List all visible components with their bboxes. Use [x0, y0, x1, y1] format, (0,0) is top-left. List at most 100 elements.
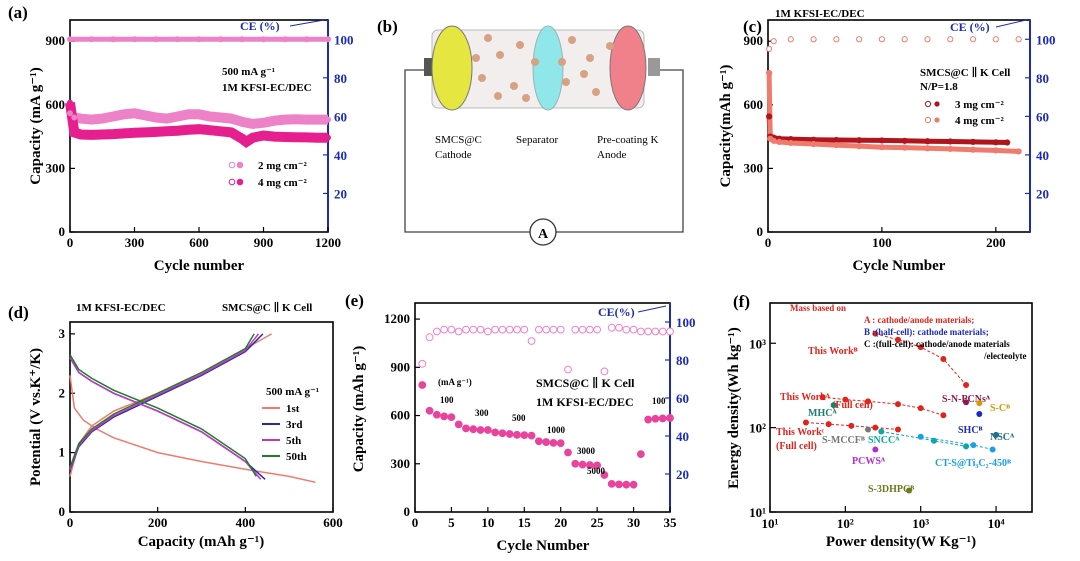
- panel-c: 0 100 200 0 300 600 900 20 40 60 80 100 (c) 1M KFSI-E…: [718, 8, 1056, 274]
- f-point: [872, 424, 879, 431]
- e-point: [658, 414, 667, 423]
- f-series-label: (Full cell): [776, 441, 817, 452]
- a-point: [142, 129, 149, 136]
- e-point: [666, 414, 674, 422]
- a-point: [260, 119, 267, 126]
- f-point: [917, 433, 924, 440]
- a-xlabel: Cycle number: [154, 258, 245, 274]
- a-point: [88, 116, 95, 123]
- c-point: [924, 145, 931, 152]
- c-y2tick-label: 60: [1036, 109, 1049, 124]
- e-ce-point: [462, 325, 470, 334]
- e-point: [622, 480, 631, 489]
- a-point: [163, 128, 170, 135]
- a-xtick-label: 1200: [315, 235, 341, 250]
- c-point: [776, 138, 783, 145]
- c-point: [1015, 148, 1022, 155]
- b-anode-label: Anode: [597, 149, 626, 161]
- c-xlabel: Cycle Number: [853, 258, 946, 274]
- a-point: [120, 130, 127, 137]
- e-annotation-cell: SMCS@C ∥ K Cell: [536, 376, 635, 390]
- e-point: [432, 410, 441, 419]
- c-point: [787, 139, 794, 147]
- b-cathode-disc: [431, 25, 473, 111]
- c-xtick-label: 200: [986, 235, 1006, 250]
- b-anode-disc: [609, 25, 647, 111]
- a-y2tick-label: 100: [334, 32, 354, 47]
- e-xtick-label: 15: [518, 515, 532, 530]
- a-point: [303, 134, 310, 141]
- a-legend-2mg: 2 mg cm⁻²: [258, 160, 308, 172]
- d-curve-3rd-charge: [69, 333, 264, 471]
- a-point: [292, 116, 299, 123]
- e-ce-point: [593, 325, 602, 334]
- c-legend-marker-hollow: [924, 100, 932, 108]
- e-ce-label: CE(%): [598, 305, 635, 319]
- f-point: [976, 400, 983, 407]
- a-point: [282, 36, 288, 43]
- d-legend-item: 3rd: [286, 419, 303, 431]
- a-point: [153, 114, 159, 121]
- c-point: [992, 139, 999, 146]
- c-point: [878, 144, 886, 151]
- e-point: [651, 414, 660, 423]
- a-point: [206, 127, 213, 134]
- a-point: [217, 36, 224, 43]
- c-y2tick-label: 20: [1036, 186, 1049, 201]
- f-series-label: This Workᴮ: [808, 346, 858, 357]
- e-rate-label: 300: [475, 408, 489, 418]
- e-rate-label: 100: [652, 396, 666, 406]
- c-ytick-label: 300: [744, 160, 764, 175]
- a-point: [131, 36, 138, 43]
- c-ce-point: [810, 36, 817, 43]
- a-point: [67, 36, 73, 43]
- e-point: [505, 430, 514, 438]
- e-ce-point: [520, 325, 529, 334]
- d-curve-3rd-discharge: [69, 357, 266, 480]
- a-legend-marker-hollow: [228, 161, 236, 169]
- e-ce-point: [534, 325, 543, 334]
- e-ytick-label: 300: [391, 456, 411, 471]
- f-point: [848, 422, 855, 429]
- c-y2tick-label: 40: [1036, 148, 1049, 163]
- e-ce-point: [578, 325, 587, 334]
- c-annotation-cell: SMCS@C ∥ K Cell: [920, 66, 1010, 79]
- e-y2tick-label: 100: [676, 315, 696, 330]
- d-curve-50th-charge: [69, 333, 255, 468]
- e-point: [564, 448, 572, 457]
- e-rate-label: 5000: [587, 466, 606, 476]
- b-ion: [510, 82, 518, 90]
- a-point: [239, 118, 245, 125]
- c-annotation-np: N/P=1.8: [920, 81, 958, 93]
- b-panel-label: (b): [377, 17, 398, 36]
- e-ce-point: [505, 325, 514, 334]
- c-ce-arrow: [995, 19, 1027, 28]
- e-ce-point: [666, 327, 674, 336]
- a-xtick-label: 300: [125, 235, 145, 250]
- c-title: 1M KFSI-EC/DEC: [775, 8, 865, 20]
- a-ytick-label: 900: [46, 33, 66, 48]
- a-point: [110, 131, 116, 138]
- a-annotation-rate: 500 mA g⁻¹: [222, 66, 275, 78]
- d-xlabel: Capacity (mAh g⁻¹): [138, 534, 265, 550]
- c-ce-point: [992, 36, 999, 43]
- a-point: [217, 114, 224, 121]
- b-terminal-right: [648, 58, 660, 76]
- d-curve-5th-discharge: [69, 357, 262, 480]
- b-ion: [580, 70, 588, 78]
- e-ce-point: [432, 327, 441, 336]
- f-point: [940, 412, 947, 419]
- b-ammeter: [529, 218, 557, 246]
- a-point: [303, 36, 310, 43]
- f-point: [895, 401, 902, 408]
- a-point: [110, 113, 116, 120]
- e-ce-point: [615, 323, 623, 332]
- a-point: [314, 134, 321, 141]
- d-legend-title: 500 mA g⁻¹: [266, 386, 319, 398]
- e-ce-arrow: [637, 305, 667, 313]
- f-ylabel: Energy density(Wh kg⁻¹): [726, 327, 742, 489]
- f-point: [993, 431, 1000, 438]
- e-point: [462, 424, 470, 433]
- d-xtick-label: 600: [323, 515, 343, 530]
